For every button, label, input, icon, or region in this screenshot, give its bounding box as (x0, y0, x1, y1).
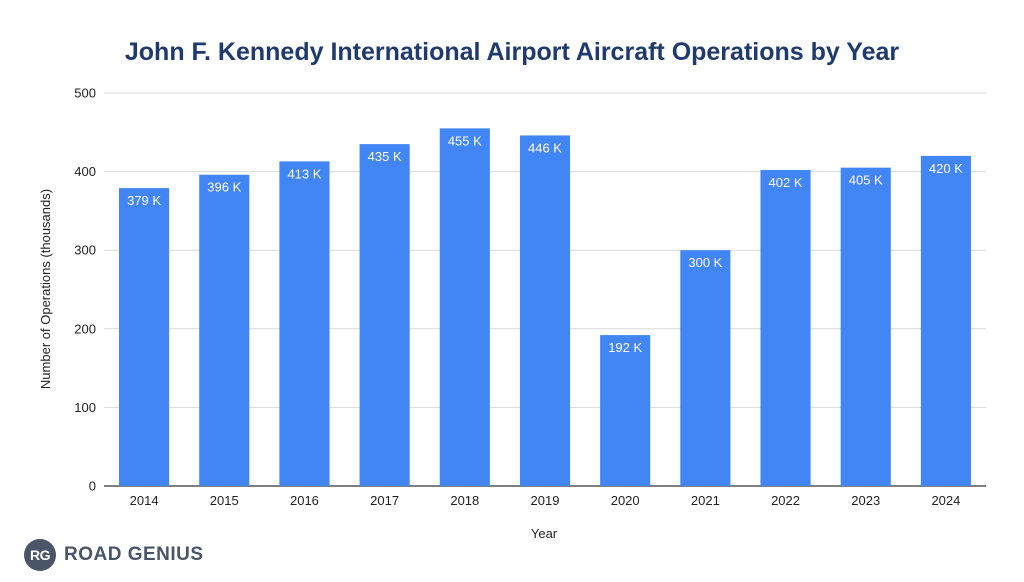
x-tick-label: 2024 (931, 493, 960, 508)
data-label-2022: 402 K (769, 175, 803, 190)
data-label-2017: 435 K (368, 149, 402, 164)
bar-2020 (600, 335, 651, 486)
x-tick-label: 2017 (370, 493, 399, 508)
y-tick-label: 300 (74, 243, 96, 258)
bar-2023 (840, 167, 891, 487)
chart-title: John F. Kennedy International Airport Ai… (125, 38, 900, 66)
x-axis-title: Year (531, 526, 558, 541)
road-genius-logo-icon: RG (24, 539, 56, 571)
x-tick-labels: 2014 2015 2016 2017 2018 2019 2020 2021 2022 2023… (130, 493, 961, 508)
brand-logo: RG ROAD GENIUS (24, 538, 204, 572)
bar-2018 (439, 128, 490, 486)
x-tick-label: 2019 (531, 493, 560, 508)
data-label-2019: 446 K (528, 140, 562, 155)
x-tick-label: 2018 (450, 493, 479, 508)
data-label-2015: 396 K (207, 180, 241, 195)
y-tick-label: 0 (89, 479, 96, 494)
bar-2024 (920, 155, 971, 486)
bar-2015 (199, 174, 250, 486)
x-tick-label: 2016 (290, 493, 319, 508)
data-label-2021: 300 K (688, 255, 722, 270)
x-tick-label: 2023 (851, 493, 880, 508)
y-tick-labels: 0 100 200 300 400 500 (74, 86, 96, 494)
x-tick-label: 2015 (210, 493, 239, 508)
data-label-2016: 413 K (287, 166, 321, 181)
bar-2019 (519, 135, 571, 486)
y-tick-label: 400 (74, 164, 96, 179)
data-label-2018: 455 K (448, 133, 482, 148)
bar-2022 (760, 170, 811, 486)
x-tick-label: 2020 (611, 493, 640, 508)
data-label-2014: 379 K (127, 193, 161, 208)
data-labels: 379 K 396 K 413 K 435 K 455 K 446 K 192 K 300 K… (127, 133, 963, 355)
bar-2014 (119, 188, 170, 486)
data-label-2024: 420 K (929, 161, 963, 176)
y-axis-title: Number of Operations (thousands) (38, 189, 53, 389)
data-label-2020: 192 K (608, 340, 642, 355)
data-label-2023: 405 K (849, 173, 883, 188)
x-tick-label: 2021 (691, 493, 720, 508)
y-tick-label: 200 (74, 321, 96, 336)
brand-name: ROAD GENIUS (64, 544, 204, 565)
x-tick-label: 2014 (130, 493, 159, 508)
x-tick-label: 2022 (771, 493, 800, 508)
y-tick-label: 100 (74, 400, 96, 415)
bar-2017 (359, 144, 410, 486)
bars (119, 128, 971, 487)
bar-2016 (279, 161, 330, 486)
y-tick-label: 500 (74, 86, 96, 101)
bar-2021 (680, 250, 731, 486)
